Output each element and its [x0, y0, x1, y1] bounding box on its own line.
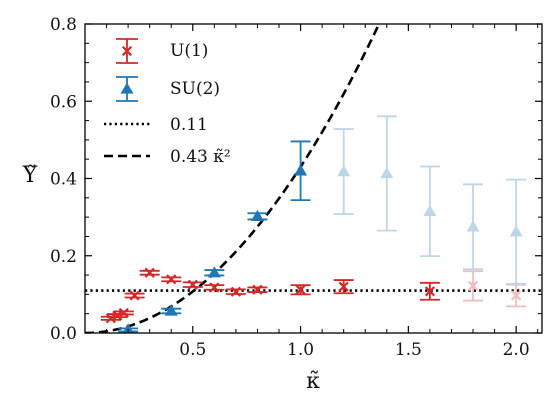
x-marker — [467, 280, 479, 291]
data-series — [100, 115, 527, 333]
x-marker — [187, 279, 198, 290]
triangle-marker — [466, 220, 480, 232]
x-tick-label: 0.5 — [179, 340, 206, 360]
x-marker — [209, 282, 220, 293]
x-marker — [424, 286, 435, 297]
quadratic-fit-line — [85, 24, 381, 333]
legend-su2-marker — [116, 76, 138, 102]
x-marker — [511, 290, 522, 301]
u1-series — [100, 267, 527, 324]
reference-lines — [85, 24, 542, 333]
su2-data-point — [376, 115, 397, 232]
x-tick-label: 1.5 — [395, 340, 422, 360]
plot-area — [85, 24, 542, 333]
legend-quadratic-label: 0.43 κ̃² — [170, 147, 231, 167]
u1-data-point — [333, 279, 354, 295]
triangle-marker — [164, 304, 178, 316]
u1-data-point — [506, 283, 527, 308]
u1-data-point — [463, 270, 484, 302]
u1-data-point — [182, 279, 203, 290]
triangle-marker — [294, 164, 308, 176]
x-marker — [112, 310, 123, 321]
triangle-marker — [509, 225, 523, 237]
x-marker — [129, 290, 140, 301]
x-tick-label: 2.0 — [503, 340, 530, 360]
su2-data-point — [333, 128, 354, 215]
su2-data-point — [290, 140, 311, 202]
y-tick-label: 0.6 — [50, 92, 77, 112]
x-marker — [144, 267, 155, 278]
y-axis-label: Υ̃ — [22, 163, 38, 188]
legend-su2-label: SU(2) — [170, 79, 220, 99]
u1-data-point — [247, 284, 268, 295]
x-marker — [105, 313, 116, 324]
su2-data-point — [506, 178, 527, 285]
u1-data-point — [139, 267, 160, 278]
triangle-marker — [380, 166, 394, 179]
triangle-marker — [337, 165, 351, 177]
x-marker — [295, 284, 306, 295]
x-marker — [338, 281, 349, 292]
x-marker — [166, 274, 177, 285]
x-tick-label: 1.0 — [287, 340, 314, 360]
legend-entry-quadratic: 0.43 κ̃² — [104, 147, 231, 167]
u1-data-point — [124, 290, 145, 301]
legend-u1-label: U(1) — [170, 41, 208, 61]
su2-data-point — [247, 209, 268, 222]
legend-entry-su2: SU(2) — [116, 76, 220, 102]
axis-ticks: 0.5 1.0 1.5 2.0 0.0 0.2 0.4 0.6 0.8 — [50, 15, 542, 360]
legend-entry-constant: 0.11 — [104, 115, 208, 135]
x-marker — [252, 284, 263, 295]
u1-data-point — [204, 282, 225, 293]
u1-data-point — [290, 284, 311, 296]
legend-u1-marker — [116, 38, 138, 64]
x-axis-label: κ̃ — [306, 369, 320, 394]
u1-data-point — [113, 307, 134, 318]
legend-constant-label: 0.11 — [170, 115, 208, 135]
y-tick-label: 0.0 — [50, 324, 77, 344]
su2-series — [118, 115, 527, 333]
legend: U(1) SU(2) 0.11 0.43 κ̃² — [104, 38, 231, 167]
triangle-marker — [122, 323, 134, 333]
su2-data-point — [463, 183, 484, 271]
su2-data-point — [161, 304, 182, 316]
legend-entry-u1: U(1) — [116, 38, 208, 64]
legend-u1-x-marker — [121, 45, 133, 57]
y-tick-label: 0.8 — [50, 15, 77, 35]
triangle-marker — [207, 266, 221, 278]
su2-data-point — [204, 266, 225, 278]
triangle-marker — [423, 204, 437, 217]
x-marker — [230, 286, 241, 297]
y-tick-label: 0.4 — [50, 170, 77, 190]
u1-data-point — [225, 286, 246, 297]
legend-su2-triangle-marker — [120, 82, 134, 94]
y-tick-label: 0.2 — [50, 247, 77, 267]
triangle-marker — [250, 209, 264, 222]
u1-data-point — [419, 281, 440, 301]
u1-data-point — [161, 274, 182, 285]
su2-data-point — [419, 165, 440, 258]
x-marker — [118, 307, 129, 318]
